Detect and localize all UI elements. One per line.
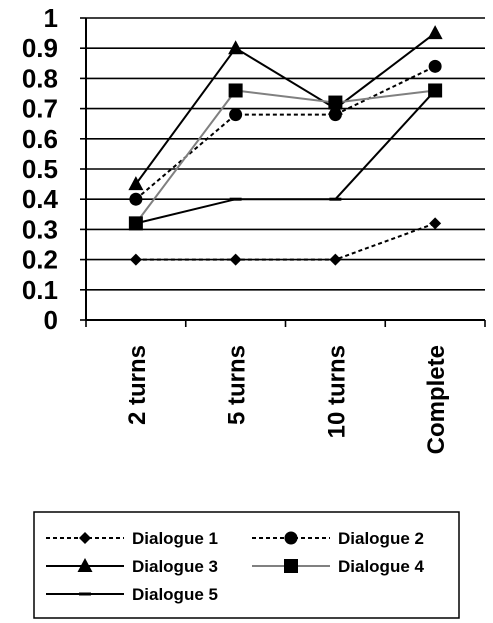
y-tick-label: 0.5	[22, 154, 58, 184]
series-line	[135, 32, 436, 185]
data-point	[228, 40, 244, 55]
data-point	[329, 197, 342, 201]
data-point	[329, 253, 342, 266]
y-tick-label: 0.7	[22, 94, 58, 124]
legend: Dialogue 1 Dialogue 2 Dialogue 3 Dialogue 4…	[33, 511, 460, 619]
y-tick-label: 0.4	[22, 184, 59, 214]
y-axis-ticks: 00.10.20.30.40.50.60.70.80.91	[22, 3, 59, 335]
data-point	[429, 217, 442, 230]
legend-marker	[284, 559, 298, 573]
data-point	[128, 176, 144, 191]
data-point	[229, 253, 242, 266]
data-point	[229, 108, 243, 122]
series-line	[135, 89, 436, 225]
legend-label: Dialogue 1	[132, 529, 218, 548]
y-tick-label: 0.8	[22, 63, 58, 93]
legend-marker	[79, 532, 91, 544]
data-point	[429, 88, 442, 92]
series-2	[129, 59, 442, 206]
series-5	[129, 88, 442, 225]
series-lines	[128, 25, 443, 266]
legend-entry: Dialogue 4	[252, 557, 425, 576]
legend-entry: Dialogue 1	[46, 529, 218, 548]
x-tick-label: 2 turns	[124, 345, 151, 425]
y-tick-label: 0.1	[22, 275, 58, 305]
legend-entry: Dialogue 2	[252, 529, 424, 548]
x-tick-label: 5 turns	[224, 345, 251, 425]
legend-marker	[79, 592, 91, 596]
x-axis-ticks: 2 turns 5 turns 10 turns Complete	[124, 345, 450, 454]
y-tick-label: 0.2	[22, 245, 58, 275]
legend-label: Dialogue 2	[338, 529, 424, 548]
legend-entry: Dialogue 3	[46, 557, 218, 576]
series-line	[135, 89, 436, 224]
legend-entry: Dialogue 5	[46, 585, 218, 604]
x-tick-label: 10 turns	[323, 345, 350, 438]
series-line	[135, 65, 436, 200]
axes	[80, 17, 486, 327]
data-point	[129, 192, 143, 206]
series-line	[135, 222, 436, 261]
data-point	[427, 25, 443, 40]
legend-marker	[77, 558, 93, 572]
data-point	[428, 59, 442, 73]
legend-label: Dialogue 4	[338, 557, 425, 576]
series-1	[129, 217, 442, 266]
data-point	[328, 95, 343, 110]
data-point	[229, 197, 242, 201]
legend-marker	[284, 531, 298, 545]
x-tick-label: Complete	[423, 345, 450, 454]
legend-label: Dialogue 3	[132, 557, 218, 576]
y-tick-label: 1	[44, 3, 58, 33]
y-tick-label: 0.3	[22, 214, 58, 244]
series-4	[128, 83, 443, 231]
y-tick-label: 0.9	[22, 33, 58, 63]
legend-label: Dialogue 5	[132, 585, 218, 604]
y-tick-label: 0	[44, 305, 58, 335]
y-tick-label: 0.6	[22, 124, 58, 154]
data-point	[129, 253, 142, 266]
data-point	[228, 83, 243, 98]
data-point	[129, 221, 142, 225]
